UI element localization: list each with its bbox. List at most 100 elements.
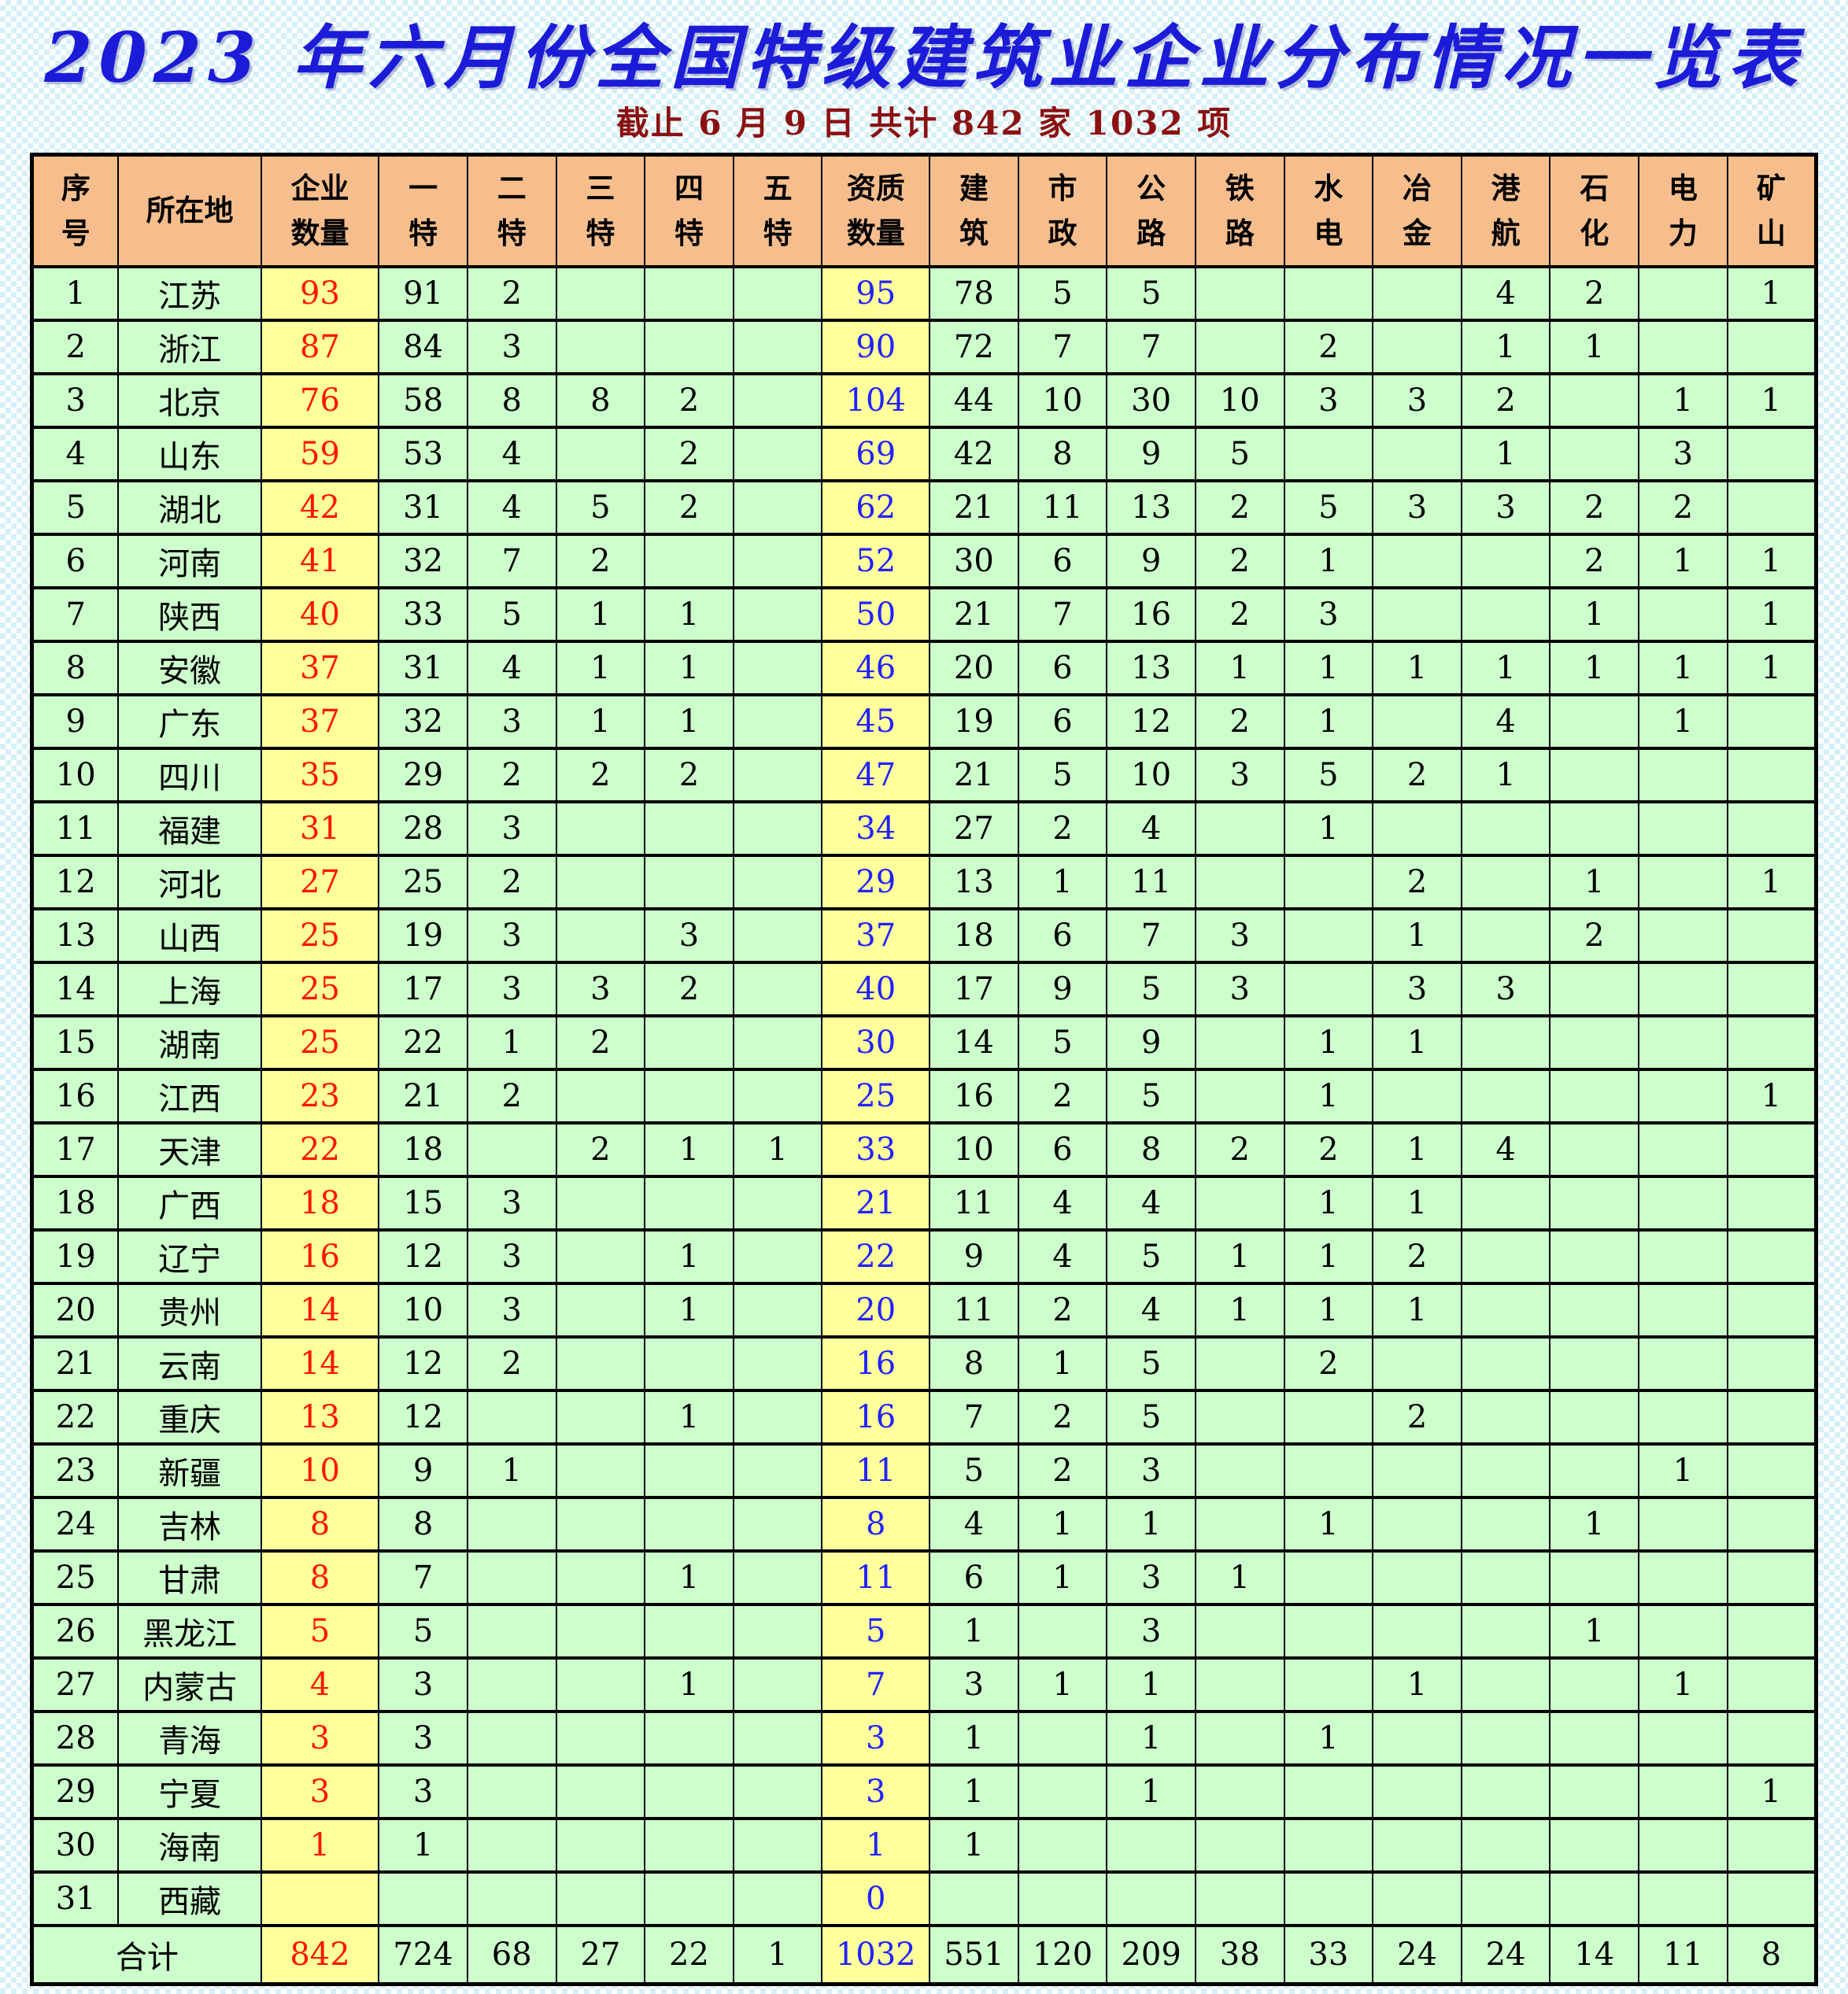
header-cell: 二 特 — [466, 153, 557, 268]
cell: 15 — [378, 1175, 468, 1231]
cell — [555, 1603, 646, 1660]
cell: 1 — [1283, 1014, 1374, 1071]
cell: 7 — [466, 533, 557, 589]
cell — [732, 319, 823, 375]
cell — [1017, 1817, 1108, 1874]
cell — [1726, 1817, 1817, 1874]
cell — [732, 640, 823, 696]
cell — [555, 907, 646, 964]
cell — [732, 1870, 823, 1927]
cell: 46 — [821, 640, 931, 696]
cell: 7 — [378, 1549, 468, 1606]
cell — [1460, 800, 1551, 857]
cell — [732, 1763, 823, 1820]
cell — [1549, 1068, 1640, 1124]
cell: 1 — [929, 1603, 1019, 1660]
cell: 3 — [466, 800, 557, 857]
cell: 2 — [1194, 586, 1285, 643]
cell: 2 — [1549, 265, 1640, 322]
cell: 5 — [1106, 1389, 1196, 1446]
cell: 93 — [260, 265, 380, 322]
cell — [1549, 1121, 1640, 1178]
cell — [1549, 426, 1640, 482]
cell: 10 — [1017, 372, 1108, 429]
cell — [1372, 1710, 1462, 1767]
cell: 2 — [466, 747, 557, 803]
table-row: 8 安徽 37 31 4 1 1 46 20 6 13 1 1 1 1 1 1 1 — [31, 640, 1817, 696]
cell — [1726, 1870, 1817, 1927]
cell: 8 — [466, 372, 557, 429]
cell: 1 — [1283, 533, 1374, 589]
cell — [732, 1228, 823, 1285]
cell — [1638, 1870, 1728, 1927]
cell — [1726, 1228, 1817, 1285]
cell: 8 — [1106, 1121, 1196, 1178]
cell — [1726, 1389, 1817, 1446]
cell: 16 — [31, 1068, 120, 1124]
cell: 3 — [1194, 907, 1285, 964]
cell: 22 — [31, 1389, 120, 1446]
cell — [732, 265, 823, 322]
cell: 13 — [929, 854, 1019, 910]
cell: 14 — [260, 1282, 380, 1339]
cell: 4 — [466, 426, 557, 482]
cell: 1 — [378, 1817, 468, 1874]
cell — [644, 1763, 734, 1820]
cell — [466, 1710, 557, 1767]
cell: 2 — [1372, 854, 1462, 910]
cell — [1283, 1549, 1374, 1606]
cell — [555, 1656, 646, 1713]
cell: 4 — [466, 640, 557, 696]
cell: 1 — [929, 1710, 1019, 1767]
cell — [1283, 1656, 1374, 1713]
cell — [466, 1603, 557, 1660]
cell — [732, 1389, 823, 1446]
cell: 广西 — [117, 1175, 262, 1231]
cell: 2 — [555, 747, 646, 803]
cell: 23 — [260, 1068, 380, 1124]
cell — [1017, 1603, 1108, 1660]
cell — [1726, 1335, 1817, 1392]
cell: 4 — [1106, 800, 1196, 857]
cell: 8 — [555, 372, 646, 429]
cell — [1460, 1603, 1551, 1660]
cell — [466, 1870, 557, 1927]
cell: 2 — [1372, 747, 1462, 803]
cell: 32 — [378, 693, 468, 750]
cell: 7 — [1017, 586, 1108, 643]
cell — [1638, 1014, 1728, 1071]
cell — [1726, 693, 1817, 750]
cell: 1 — [1638, 1656, 1728, 1713]
cell: 1 — [1549, 854, 1640, 910]
total-cell: 120 — [1017, 1924, 1108, 1986]
cell — [555, 1763, 646, 1820]
cell: 53 — [378, 426, 468, 482]
cell: 8 — [260, 1549, 380, 1606]
cell — [1726, 1656, 1817, 1713]
cell: 12 — [378, 1389, 468, 1446]
cell — [1726, 1549, 1817, 1606]
cell — [732, 693, 823, 750]
cell — [1372, 1549, 1462, 1606]
cell: 87 — [260, 319, 380, 375]
cell: 11 — [929, 1282, 1019, 1339]
cell: 17 — [929, 961, 1019, 1017]
cell: 1 — [1726, 1068, 1817, 1124]
cell: 8 — [821, 1496, 931, 1553]
cell: 20 — [821, 1282, 931, 1339]
cell: 3 — [1106, 1442, 1196, 1499]
cell — [929, 1870, 1019, 1927]
cell: 20 — [929, 640, 1019, 696]
cell — [1549, 1282, 1640, 1339]
cell — [1549, 1817, 1640, 1874]
cell: 1 — [1549, 319, 1640, 375]
cell — [732, 1282, 823, 1339]
cell — [1549, 961, 1640, 1017]
cell: 3 — [466, 319, 557, 375]
cell — [1726, 1014, 1817, 1071]
total-cell: 1 — [732, 1924, 823, 1986]
cell — [644, 1335, 734, 1392]
cell: 3 — [260, 1763, 380, 1820]
cell — [1372, 586, 1462, 643]
cell — [1638, 1228, 1728, 1285]
